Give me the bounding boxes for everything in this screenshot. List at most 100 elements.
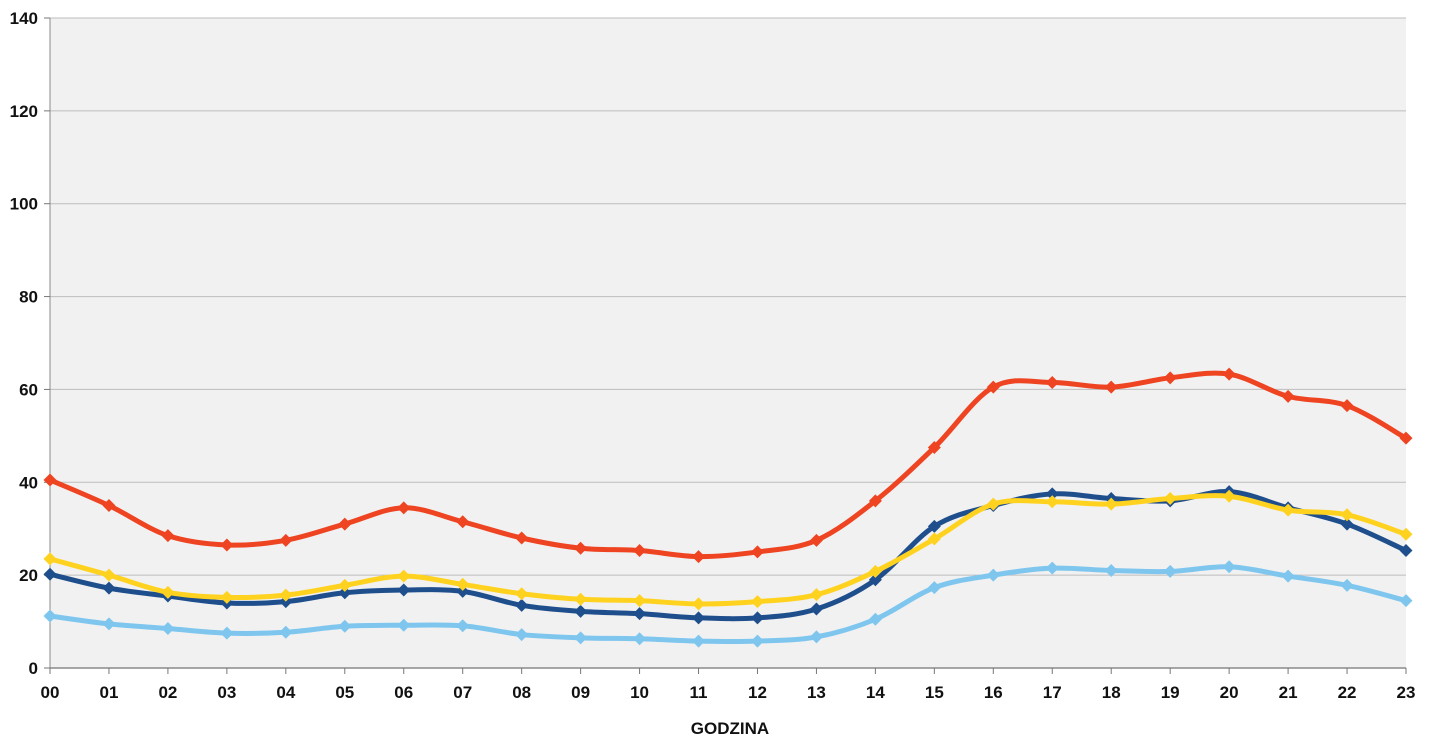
data-point: [43, 609, 57, 623]
x-tick-label: 01: [99, 683, 118, 702]
y-tick-label: 120: [10, 102, 38, 121]
x-tick-label: 04: [276, 683, 295, 702]
y-tick-label: 60: [19, 380, 38, 399]
data-point: [220, 538, 234, 552]
x-tick-label: 16: [984, 683, 1003, 702]
data-point: [574, 631, 588, 645]
data-point: [456, 584, 470, 598]
data-point: [986, 568, 1000, 582]
data-point: [750, 611, 764, 625]
data-point: [1104, 564, 1118, 577]
data-point: [397, 569, 411, 583]
series-4: [43, 560, 1413, 648]
data-point: [43, 567, 57, 581]
data-point: [633, 594, 647, 608]
x-tick-label: 19: [1161, 683, 1180, 702]
x-tick-label: 18: [1102, 683, 1121, 702]
series: [43, 367, 1413, 648]
data-point: [927, 532, 941, 546]
series-3: [43, 489, 1413, 611]
data-point: [868, 494, 882, 508]
data-point: [633, 544, 647, 558]
data-point: [1222, 560, 1236, 574]
x-tick-label: 02: [158, 683, 177, 702]
data-point: [809, 630, 823, 644]
data-point: [397, 583, 411, 597]
x-tick-label: 13: [807, 683, 826, 702]
data-point: [161, 585, 175, 599]
grid-lines: [50, 17, 1406, 576]
data-point: [1104, 497, 1118, 511]
data-point: [692, 597, 706, 611]
x-tick-label: 15: [925, 683, 944, 702]
data-point: [1104, 380, 1118, 394]
data-point: [574, 541, 588, 555]
data-point: [1045, 487, 1059, 501]
data-point: [927, 581, 941, 595]
x-tick-label: 00: [41, 683, 60, 702]
y-axis-ticks: 0 20 40 60 80 100 120 140: [10, 9, 50, 678]
data-point: [1340, 578, 1354, 592]
x-tick-label: 08: [512, 683, 531, 702]
data-point: [102, 581, 116, 595]
data-point: [633, 632, 647, 646]
x-tick-label: 11: [690, 683, 708, 702]
x-tick-label: 09: [571, 683, 590, 702]
plot-area: [50, 18, 1406, 668]
data-point: [279, 533, 293, 547]
x-tick-label: 10: [630, 683, 649, 702]
data-point: [515, 598, 529, 612]
data-point: [102, 617, 116, 631]
data-point: [338, 578, 352, 592]
x-axis-title: GODZINA: [691, 719, 769, 737]
data-point: [102, 499, 116, 512]
data-point: [1281, 569, 1295, 583]
data-point: [515, 587, 529, 601]
data-point: [456, 515, 470, 529]
data-point: [102, 568, 116, 582]
x-tick-label: 21: [1279, 683, 1298, 702]
data-point: [1045, 561, 1059, 575]
data-point: [692, 634, 706, 648]
data-point: [515, 531, 529, 545]
series-line: [47, 370, 1409, 560]
y-tick-label: 0: [29, 659, 38, 678]
x-tick-label: 22: [1338, 683, 1357, 702]
data-point: [456, 577, 470, 591]
x-tick-label: 14: [866, 683, 885, 702]
data-point: [1399, 431, 1413, 445]
data-point: [1163, 564, 1177, 578]
data-point: [1045, 375, 1059, 389]
data-point: [1399, 527, 1413, 541]
y-tick-label: 20: [19, 566, 38, 585]
data-point: [1340, 517, 1354, 531]
data-point: [692, 611, 706, 625]
y-tick-label: 80: [19, 288, 38, 307]
x-tick-label: 06: [394, 683, 413, 702]
data-point: [1281, 389, 1295, 403]
data-point: [515, 628, 529, 642]
x-tick-label: 23: [1397, 683, 1416, 702]
data-point: [868, 612, 882, 626]
data-point: [809, 533, 823, 547]
data-point: [1340, 508, 1354, 522]
series-1: [43, 367, 1413, 564]
data-point: [338, 586, 352, 600]
data-point: [750, 634, 764, 648]
data-point: [161, 529, 175, 543]
data-point: [161, 622, 175, 636]
data-point: [927, 440, 941, 454]
data-point: [986, 380, 1000, 394]
data-point: [43, 473, 57, 487]
data-point: [397, 618, 411, 632]
data-point: [1222, 489, 1236, 503]
y-tick-label: 140: [10, 9, 38, 28]
data-point: [1163, 492, 1177, 506]
data-point: [809, 602, 823, 616]
data-point: [1281, 503, 1295, 517]
data-point: [397, 501, 411, 515]
data-point: [1399, 544, 1413, 558]
data-point: [692, 550, 706, 564]
